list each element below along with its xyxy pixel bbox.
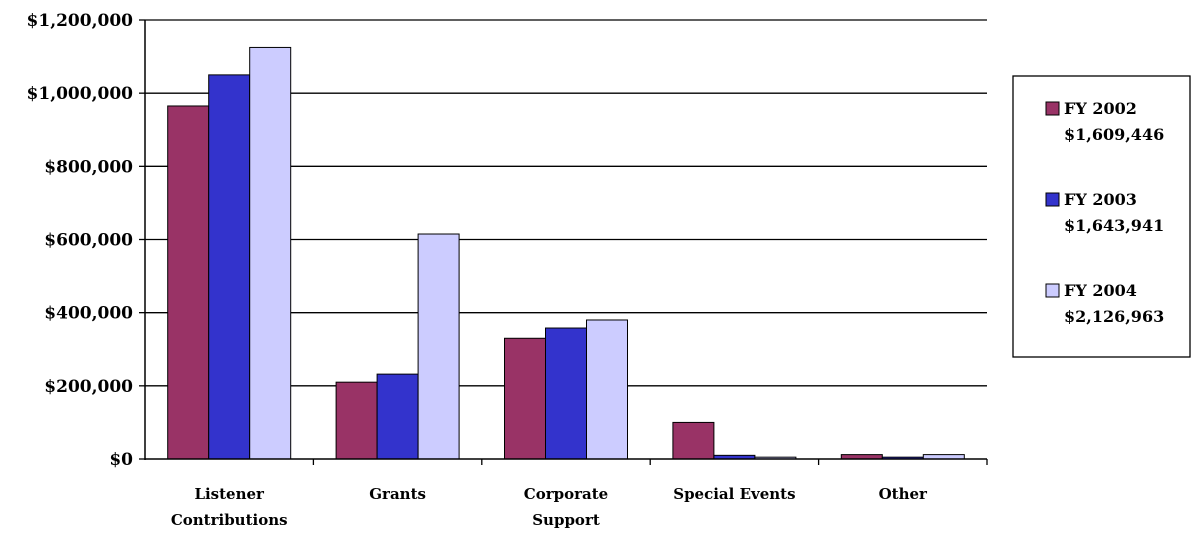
legend-box: [1012, 75, 1191, 358]
bar: [335, 381, 378, 460]
y-tick-label: $400,000: [44, 304, 133, 324]
legend-series-name: FY 2003: [1064, 190, 1137, 209]
bar: [545, 327, 587, 460]
x-category-label: Contributions: [171, 511, 288, 529]
bars: [167, 46, 965, 460]
bar: [208, 74, 251, 460]
y-tick-label: $1,200,000: [27, 11, 134, 31]
bar: [376, 373, 419, 460]
legend-series-total: $2,126,963: [1064, 307, 1164, 326]
legend-series-name: FY 2004: [1064, 281, 1137, 300]
y-tick-label: $0: [109, 450, 133, 470]
legend-series-total: $1,609,446: [1064, 125, 1164, 144]
bar: [504, 337, 546, 460]
x-category-label: Listener: [194, 485, 265, 503]
x-category-label: Support: [532, 511, 600, 529]
legend-swatch: [1045, 283, 1060, 298]
legend-swatch: [1045, 101, 1060, 116]
x-category-label: Special Events: [673, 485, 795, 503]
y-axis-tick-labels: $0 $200,000 $400,000 $600,000 $800,000 $1,000…: [27, 11, 134, 470]
legend-series-name: FY 2002: [1064, 99, 1137, 118]
y-tick-label: $800,000: [44, 157, 133, 177]
x-category-label: Corporate: [524, 485, 608, 503]
x-axis-category-labels: Listener Contributions Grants Corporate Supp…: [171, 485, 928, 529]
y-tick-label: $200,000: [44, 377, 133, 397]
legend: FY 2002 $1,609,446 FY 2003 $1,643,941 FY 200…: [1012, 75, 1191, 358]
x-category-label: Grants: [369, 485, 426, 503]
bar: [249, 46, 292, 460]
bar: [586, 319, 628, 460]
y-tick-label: $600,000: [44, 231, 133, 251]
bar: [417, 233, 460, 460]
y-tick-label: $1,000,000: [27, 84, 134, 104]
x-category-label: Other: [879, 485, 928, 503]
bar: [672, 421, 715, 460]
axes: [139, 19, 988, 465]
legend-swatch: [1045, 192, 1060, 207]
bar: [167, 105, 210, 460]
legend-series-total: $1,643,941: [1064, 216, 1164, 235]
